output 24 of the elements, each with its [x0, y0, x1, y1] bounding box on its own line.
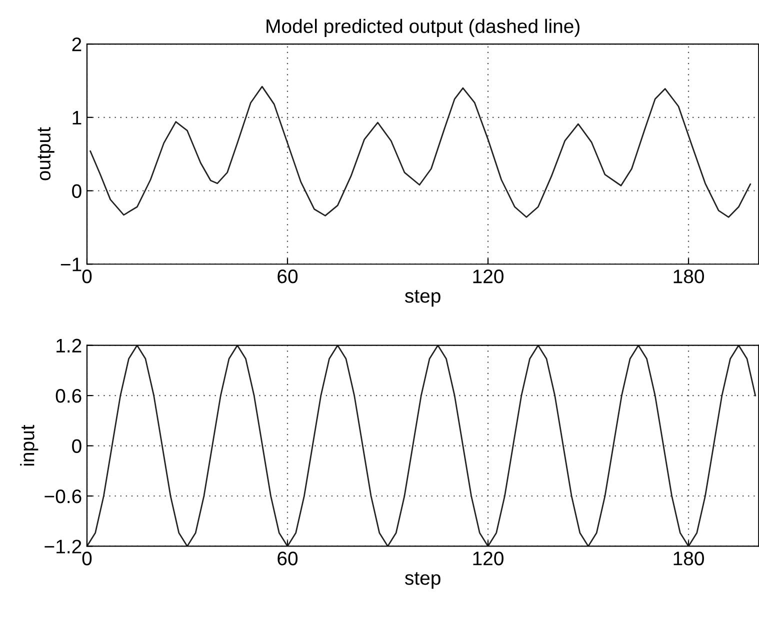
x-tick-label: 180: [674, 552, 704, 566]
y-tick-label: −1.2: [44, 540, 82, 554]
chart-title: Model predicted output (dashed line): [266, 18, 580, 37]
y-tick-label: 2: [72, 37, 82, 52]
x-tick-label: 120: [473, 269, 504, 284]
y-tick-label: 1.2: [56, 338, 82, 352]
x-tick-label: 60: [278, 552, 298, 566]
x-tick-label: 180: [674, 269, 704, 284]
y-axis-title: input: [20, 424, 38, 466]
line-series: [86, 345, 756, 546]
y-tick-label: 0: [72, 439, 82, 454]
y-tick-label: −1: [60, 258, 82, 272]
x-axis-title: step: [405, 290, 440, 307]
x-tick-label: 120: [473, 552, 504, 566]
y-tick-label: 0.6: [56, 389, 82, 403]
y-tick-label: 0: [72, 184, 82, 198]
x-tick-label: 0: [82, 552, 92, 566]
x-axis-title: step: [405, 572, 440, 589]
y-axis-title: output: [38, 127, 54, 180]
x-tick-label: 60: [278, 269, 298, 284]
x-tick-label: 0: [82, 269, 92, 284]
y-tick-label: −0.6: [44, 489, 82, 504]
line-series: [90, 86, 752, 218]
y-tick-label: 1: [72, 111, 82, 124]
